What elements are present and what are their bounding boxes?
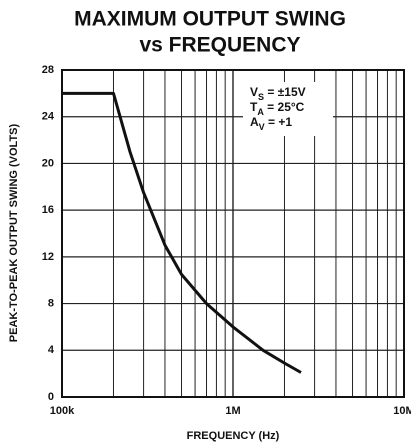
x-tick-label: 1M	[225, 405, 240, 417]
annotation-subscript: S	[258, 92, 264, 102]
y-tick-label: 0	[48, 391, 54, 403]
y-tick-label: 4	[48, 344, 55, 356]
annotation-text: = 25°C	[264, 100, 305, 114]
y-tick-label: 8	[48, 297, 54, 309]
annotation-subscript: V	[259, 122, 265, 132]
y-axis-label: PEAK-TO-PEAK OUTPUT SWING (VOLTS)	[8, 123, 20, 342]
line	[62, 91, 302, 374]
y-tick-label: 12	[42, 251, 54, 263]
annotation: VS = ±15V	[250, 85, 306, 102]
y-tick-label: 24	[42, 111, 55, 123]
plot-frame	[61, 69, 405, 398]
annotation-symbol: V	[250, 85, 258, 99]
annotation-text: = ±15V	[264, 85, 306, 99]
annotation-subscript: A	[257, 107, 264, 117]
annotation-text: = +1	[265, 115, 293, 129]
x-axis-label: FREQUENCY (Hz)	[187, 430, 280, 442]
x-tick-label: 100k	[50, 405, 75, 417]
chart-title: vs FREQUENCY	[139, 34, 300, 57]
x-tick-label: 10M	[393, 405, 411, 417]
y-tick-label: 28	[42, 64, 54, 76]
annotation: TA = 25°C	[250, 100, 305, 117]
annotation: AV = +1	[250, 115, 292, 132]
annotation-box	[243, 82, 333, 136]
y-tick-label: 20	[42, 157, 54, 169]
y-tick-label: 16	[42, 204, 54, 216]
annotation-symbol: A	[250, 115, 259, 129]
chart-title: MAXIMUM OUTPUT SWING	[74, 8, 346, 31]
annotation-symbol: T	[250, 100, 258, 114]
